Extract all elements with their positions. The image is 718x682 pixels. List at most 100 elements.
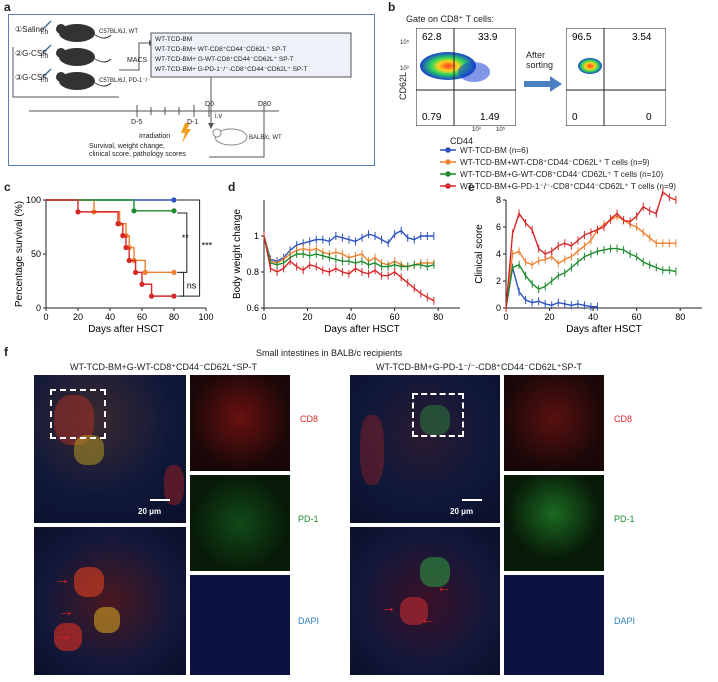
arrow-icon: →: [58, 603, 74, 620]
x-tick-label: 80: [169, 312, 179, 322]
x-tick-label: 60: [390, 312, 400, 322]
quadrant-ur: 3.54: [632, 32, 652, 43]
data-point: [115, 221, 121, 227]
zoom-region-box: [50, 389, 106, 439]
syringe-icon: [42, 20, 52, 78]
series-line: [505, 190, 677, 309]
pd1-channel-image: [190, 475, 290, 571]
x-tick-label: 100: [198, 312, 213, 322]
panel-label-b: b: [388, 0, 396, 14]
x-tick-label: 40: [588, 312, 598, 322]
significance-label: ns: [187, 281, 197, 291]
group-gcsf-pd1: ③G-CSF: [15, 73, 48, 82]
injection-route: i.h: [41, 53, 49, 60]
macs-label: MACS: [127, 57, 148, 64]
xtick: 10³: [472, 127, 481, 133]
panel-label-c: c: [4, 180, 11, 194]
merged-zoom-image: → → →: [34, 527, 186, 675]
quadrant-ul: 62.8: [422, 32, 442, 43]
data-point: [126, 257, 132, 264]
injection-route: i.h: [41, 29, 49, 36]
y-tick-label: 2: [496, 276, 501, 286]
x-axis-label: Days after HSCT: [566, 324, 642, 334]
legend-label: WT-TCD-BM (n=6): [460, 146, 529, 155]
quadrant-lr: 0: [646, 112, 652, 123]
legend-marker: [445, 159, 451, 165]
y-axis-label: Body weight change: [232, 209, 243, 300]
ytick: 10³: [400, 66, 409, 72]
quadrant-ur: 33.9: [478, 32, 498, 43]
flow-ylabel: CD62L: [398, 71, 408, 100]
xtick: 10⁵: [496, 127, 506, 133]
quadrant-ll: 0.79: [422, 112, 442, 123]
significance-bracket: [180, 271, 185, 297]
significance-label: **: [182, 233, 190, 243]
timeline-d80: D80: [258, 101, 271, 108]
y-tick-label: 0.6: [246, 303, 259, 313]
x-tick-label: 80: [433, 312, 443, 322]
scale-bar: [462, 499, 482, 501]
x-tick-label: 20: [303, 312, 313, 322]
data-point: [149, 293, 155, 299]
y-tick-label: 50: [31, 249, 41, 259]
x-tick-label: 0: [503, 312, 508, 322]
quadrant-lr: 1.49: [480, 112, 500, 123]
legend-label: WT-TCD-BM+G-PD-1⁻/⁻-CD8⁺CD44⁻CD62L⁺ T ce…: [460, 182, 676, 191]
data-point: [120, 233, 126, 239]
right-arrow-icon: [524, 76, 562, 92]
data-point: [171, 208, 177, 214]
y-tick-label: 6: [496, 222, 501, 232]
legend-marker: [445, 147, 451, 153]
series-line: [263, 235, 435, 302]
transplant-group: WT-TCD-BM+ G-PD-1⁻/⁻-CD8⁺CD44⁻CD62L⁺ SP-…: [155, 66, 308, 73]
x-tick-label: 20: [73, 312, 83, 322]
merged-overview-image: 20 μm: [350, 375, 500, 523]
mouse-icon: [56, 72, 112, 90]
panel-label-f: f: [4, 345, 8, 359]
scale-bar-label: 20 μm: [450, 507, 474, 516]
merged-overview-image: 20 μm: [34, 375, 186, 523]
y-tick-label: 4: [496, 249, 501, 259]
mouse-icon: [56, 24, 112, 42]
data-point: [123, 244, 129, 251]
cd8-channel-image: [190, 375, 290, 471]
clinical-score-chart: 0 20 40 60 80 0 2 4 6 8 Days after HSCT Clinical sc…: [474, 187, 702, 334]
data-point: [75, 209, 81, 215]
cd8-channel-image: [504, 375, 604, 471]
transplant-group: WT-TCD-BM: [155, 36, 193, 43]
x-tick-label: 40: [346, 312, 356, 322]
legend-label: WT-TCD-BM+G-WT-CD8⁺CD44⁻CD62L⁺ T cells (…: [460, 170, 664, 179]
weight-chart: 0 20 40 60 80 0.6 0.8 1 Days after HSCT Body weig…: [232, 200, 460, 334]
cd8-channel-label: CD8: [300, 414, 319, 424]
survival-chart: 0 20 40 60 80 100 0 50 100 Days after HSCT Percent…: [14, 195, 214, 334]
injection-route: i.h: [41, 77, 49, 84]
schematic-drawing: [12, 20, 352, 158]
x-tick-label: 20: [545, 312, 555, 322]
recipient-label: BALB/c, WT: [249, 135, 282, 141]
series-line: [46, 199, 174, 212]
cell-density-cluster: [578, 58, 602, 74]
pd1-channel-image: [504, 475, 604, 571]
pd1-channel-label: PD-1: [614, 514, 635, 524]
flow-xlabel: CD44: [450, 136, 474, 146]
y-tick-label: 8: [496, 195, 501, 205]
panel-f-title: Small intestines in BALB/c recipients: [256, 348, 403, 358]
legend-label: WT-TCD-BM+WT-CD8⁺CD44⁻CD62L⁺ T cells (n=…: [460, 158, 650, 167]
series-line: [46, 199, 174, 297]
panel-label-a: a: [4, 0, 11, 14]
quadrant-ul: 96.5: [572, 32, 592, 43]
data-point: [133, 269, 139, 275]
left-condition-title: WT-TCD-BM+G-WT-CD8⁺CD44⁻CD62L⁺SP-T: [70, 362, 258, 372]
x-tick-label: 60: [632, 312, 642, 322]
arrow-icon: →: [54, 571, 70, 588]
arrow-icon: →: [380, 599, 396, 616]
y-tick-label: 0: [36, 303, 41, 313]
irradiation-icon: [181, 123, 191, 143]
dapi-channel-label: DAPI: [614, 616, 636, 626]
legend: WT-TCD-BM (n=6) WT-TCD-BM+WT-CD8⁺CD44⁻CD6…: [440, 146, 676, 191]
timeline-d-1: D-1: [187, 119, 199, 126]
x-tick-label: 60: [137, 312, 147, 322]
iv-label: i.v: [215, 113, 222, 120]
x-tick-label: 0: [261, 312, 266, 322]
irradiation-label: Irradiation: [139, 133, 171, 140]
